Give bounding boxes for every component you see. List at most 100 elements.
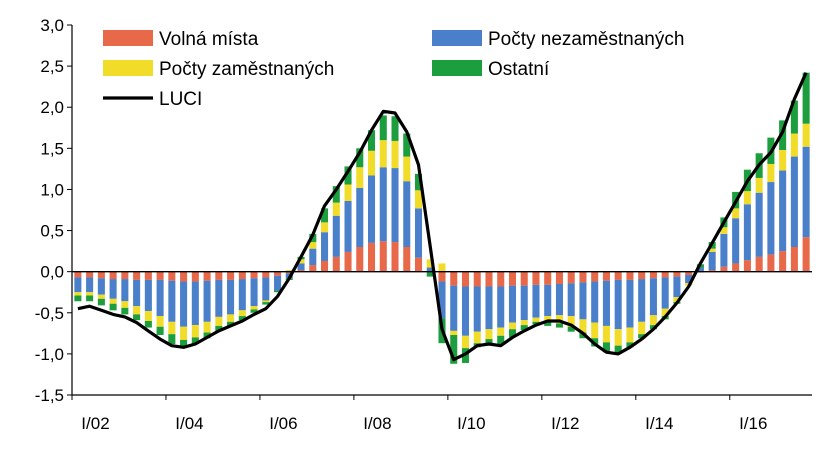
bar-segment [520,271,528,286]
bar-segment [180,326,188,340]
bar-segment [180,281,188,327]
bar-segment [579,282,587,320]
bar-segment [403,133,411,157]
bar-segment [567,316,575,327]
bar-segment [779,149,787,171]
bar-segment [414,208,423,258]
bar-segment [379,167,387,242]
bar-segment [743,260,751,272]
bar-segment [285,270,293,272]
bar-segment [649,278,657,316]
bar-segment [356,167,364,188]
bar-segment [508,271,516,286]
bar-segment [567,326,575,332]
bar-segment [614,271,622,280]
bar-segment [450,334,458,364]
bar-segment [180,271,188,282]
x-tick-label: I/06 [269,414,297,433]
bar-segment [97,298,105,306]
x-tick-label: I/12 [551,414,579,433]
bar-segment [86,295,94,302]
legend-swatch [432,30,482,46]
bar-segment [508,322,516,330]
bar-segment [344,184,352,201]
bar-segment [802,237,810,272]
bar-segment [215,316,223,326]
bar-segment [74,292,82,296]
bar-segment [520,320,528,326]
bar-segment [461,335,470,349]
bar-segment [285,271,293,274]
bar-segment [191,271,199,282]
bar-segment [790,133,798,157]
bar-segment [779,251,787,272]
bar-segment [274,290,282,293]
bar-segment [649,271,657,279]
bar-segment [767,254,775,272]
y-tick-label: 3,0 [40,16,64,35]
bar-segment [309,248,317,266]
bar-segment [567,283,575,317]
legend-swatch [432,60,482,76]
bar-segment [86,277,94,293]
bar-segment [602,271,610,281]
bar-segment [144,321,152,328]
bar-segment [203,321,211,333]
bar-segment [191,281,199,326]
bar-segment [614,329,622,346]
bar-segment [626,327,634,343]
bar-segment [555,271,563,284]
y-tick-label: -0,5 [35,304,64,323]
bar-segment [203,271,211,281]
bar-segment [344,166,352,185]
bar-segment [191,337,199,345]
bar-segment [544,271,552,285]
bar-segment [661,308,669,317]
y-tick-label: -1,5 [35,386,64,405]
bar-segment [790,247,798,272]
bar-segment [591,281,599,323]
bar-segment [555,323,563,328]
x-tick-label: I/08 [363,414,391,433]
bar-segment [109,279,117,299]
bar-segment [403,156,411,182]
bar-segment [438,271,446,282]
y-tick-label: 1,5 [40,139,64,158]
bar-segment [86,271,94,278]
bar-segment [626,271,634,280]
legend-label: Volná místa [159,29,259,50]
bar-segment [356,148,364,168]
bar-segment [438,263,446,272]
bar-segment [391,242,399,272]
bar-segment [215,271,223,280]
bar-segment [74,271,82,278]
bar-segment [555,315,563,324]
bar-segment [109,303,117,311]
bar-segment [262,300,270,303]
bar-segment [97,278,105,295]
bar-segment [555,284,563,316]
bar-segment [473,271,481,287]
bar-segment [250,306,258,310]
bar-segment [133,271,141,280]
bar-segment [732,218,740,264]
y-tick-label: 2,0 [40,98,64,117]
bar-segment [368,175,376,243]
bar-segment [391,116,399,141]
bar-segment [779,170,787,252]
bar-segment [144,279,152,312]
bar-segment [602,342,610,353]
x-tick-label: I/14 [645,414,673,433]
bar-segment [802,72,810,124]
bar-segment [802,123,810,147]
bar-segment [544,316,552,322]
bar-segment [121,301,129,308]
bar-segment [321,232,329,261]
bar-segment [614,345,622,354]
bar-segment [602,280,610,326]
bar-segment [238,279,246,311]
y-tick-label: 2,5 [40,57,64,76]
bar-segment [638,279,646,322]
